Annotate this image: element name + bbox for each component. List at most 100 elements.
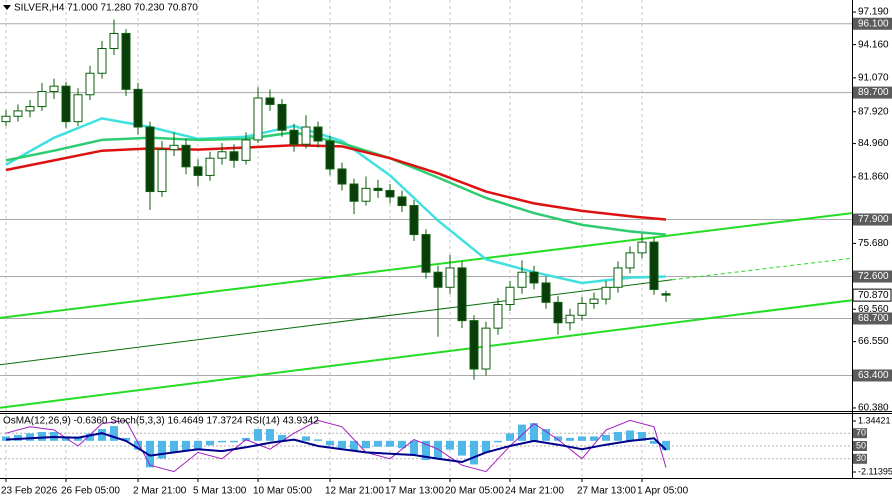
- candle-body: [505, 286, 515, 305]
- osma-bar: [530, 423, 538, 441]
- osma-bar: [410, 440, 418, 455]
- y2-tick-label: 70: [856, 428, 866, 438]
- osma-bar: [302, 436, 310, 441]
- candle-body: [541, 282, 551, 303]
- indicator-title: OsMA(12,26,9) -0.6360 Stoch(5,3,3) 16.46…: [3, 416, 319, 427]
- y2-tick-label: 30: [856, 453, 866, 463]
- candle-body: [661, 293, 671, 296]
- osma-bar: [566, 437, 574, 441]
- osma-bar: [458, 440, 466, 456]
- candle-body: [445, 267, 455, 288]
- candle-body: [553, 301, 563, 324]
- osma-bar: [158, 440, 166, 459]
- moving-average: [5, 131, 667, 236]
- candle-body: [169, 144, 179, 151]
- osma-bar: [62, 437, 70, 441]
- candle-body: [409, 205, 419, 236]
- candle-body: [349, 183, 359, 202]
- osma-bar: [578, 436, 586, 441]
- candle-body: [13, 110, 23, 117]
- candle-body: [109, 32, 119, 50]
- osma-bar: [554, 436, 562, 441]
- level-label-box: [853, 312, 892, 325]
- level-label-box: [853, 86, 892, 99]
- candle-body: [517, 271, 527, 288]
- level-label-box: [853, 17, 892, 30]
- candle-body: [529, 271, 539, 284]
- candle-body: [37, 91, 47, 108]
- menu-triangle: [3, 5, 11, 10]
- y-tick-label: 75.680: [858, 238, 889, 249]
- y-tick-label: 60.380: [858, 403, 889, 414]
- y-tick-label: 87.920: [858, 106, 889, 117]
- osma-bar: [278, 434, 286, 441]
- y2-tick-box: [853, 441, 867, 451]
- candle-body: [577, 302, 587, 316]
- candle-body: [649, 241, 659, 290]
- candle-body: [601, 286, 611, 300]
- level-label-box: [853, 369, 892, 382]
- x-tick-label: 2 Mar 21:00: [133, 486, 187, 497]
- osma-bar: [650, 440, 658, 444]
- candle-body: [157, 149, 167, 193]
- candle-body: [325, 140, 335, 170]
- chart-title: SILVER,H4 71.000 71.280 70.230 70.870: [14, 3, 198, 14]
- osma-bar: [146, 440, 154, 468]
- candle-body: [1, 115, 11, 123]
- level-label: 89.700: [858, 87, 889, 98]
- candle-body: [277, 103, 287, 131]
- osma-bar: [218, 440, 226, 443]
- last-price-label: 70.870: [858, 290, 889, 301]
- osma-bar: [314, 439, 322, 441]
- x-tick-label: 20 Mar 05:00: [445, 486, 504, 497]
- y-tick-label: 81.860: [858, 172, 889, 183]
- x-tick-label: 27 Mar 13:00: [577, 486, 636, 497]
- osma-bar: [26, 433, 34, 441]
- y-tick-label: -2.11395: [858, 466, 892, 476]
- y-tick-label: 97.190: [858, 7, 889, 18]
- level-label: 96.100: [858, 18, 889, 29]
- osma-bar: [470, 440, 478, 465]
- candle-body: [625, 252, 635, 269]
- candle-body: [97, 48, 107, 74]
- osma-bar: [482, 440, 490, 453]
- x-tick-label: 12 Mar 21:00: [325, 486, 384, 497]
- y-tick-label: 69.560: [858, 304, 889, 315]
- y-tick-label: 94.160: [858, 39, 889, 50]
- osma-bar: [326, 440, 334, 446]
- osma-bar: [386, 440, 394, 447]
- osma-bar: [446, 440, 454, 450]
- level-label: 68.700: [858, 313, 889, 324]
- osma-bar: [98, 429, 106, 441]
- y2-tick-box: [853, 453, 867, 464]
- y-tick-label: 1.34421: [858, 415, 891, 425]
- osma-bar: [662, 440, 670, 451]
- candle-body: [121, 32, 131, 90]
- candle-body: [205, 157, 215, 176]
- osma-bar: [194, 440, 202, 450]
- candle-body: [433, 271, 443, 288]
- osma-bar: [374, 440, 382, 447]
- x-tick-label: 17 Mar 13:00: [385, 486, 444, 497]
- candle-body: [145, 126, 155, 193]
- y-tick-label: 84.960: [858, 138, 889, 149]
- osma-bar: [506, 433, 514, 441]
- candle-body: [373, 187, 383, 191]
- candle-body: [49, 85, 59, 93]
- x-tick-label: 5 Mar 13:00: [193, 486, 247, 497]
- x-tick-label: 26 Feb 05:00: [61, 486, 120, 497]
- candle-body: [385, 189, 395, 198]
- osma-bar: [110, 426, 118, 441]
- candle-body: [25, 106, 35, 112]
- osma-bar: [614, 431, 622, 441]
- candle-body: [133, 88, 143, 128]
- moving-average: [5, 117, 667, 285]
- candle-body: [265, 97, 275, 105]
- level-label: 72.600: [858, 271, 889, 282]
- oscillator-line: [5, 432, 667, 464]
- osma-bar: [122, 437, 130, 441]
- osma-bar: [626, 430, 634, 441]
- candle-body: [481, 327, 491, 370]
- candle-body: [397, 196, 407, 207]
